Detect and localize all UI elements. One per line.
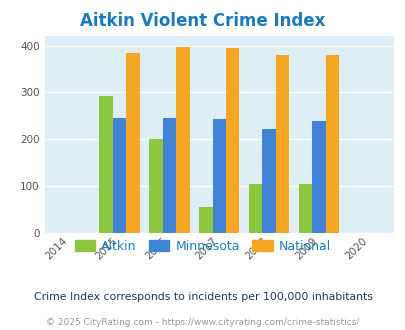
Bar	[126, 53, 139, 233]
Bar	[99, 96, 113, 233]
Bar	[212, 119, 226, 233]
Bar	[298, 184, 311, 233]
Bar	[275, 54, 289, 233]
Bar	[248, 184, 262, 233]
Text: © 2025 CityRating.com - https://www.cityrating.com/crime-statistics/: © 2025 CityRating.com - https://www.city…	[46, 318, 359, 327]
Legend: Aitkin, Minnesota, National: Aitkin, Minnesota, National	[70, 235, 335, 258]
Bar	[311, 121, 325, 233]
Bar	[162, 117, 176, 233]
Bar	[262, 129, 275, 233]
Text: Aitkin Violent Crime Index: Aitkin Violent Crime Index	[80, 12, 325, 30]
Bar	[176, 47, 189, 233]
Bar	[149, 139, 162, 233]
Bar	[325, 55, 338, 233]
Bar	[198, 207, 212, 233]
Bar	[113, 118, 126, 233]
Text: Crime Index corresponds to incidents per 100,000 inhabitants: Crime Index corresponds to incidents per…	[34, 292, 371, 302]
Bar	[226, 49, 239, 233]
